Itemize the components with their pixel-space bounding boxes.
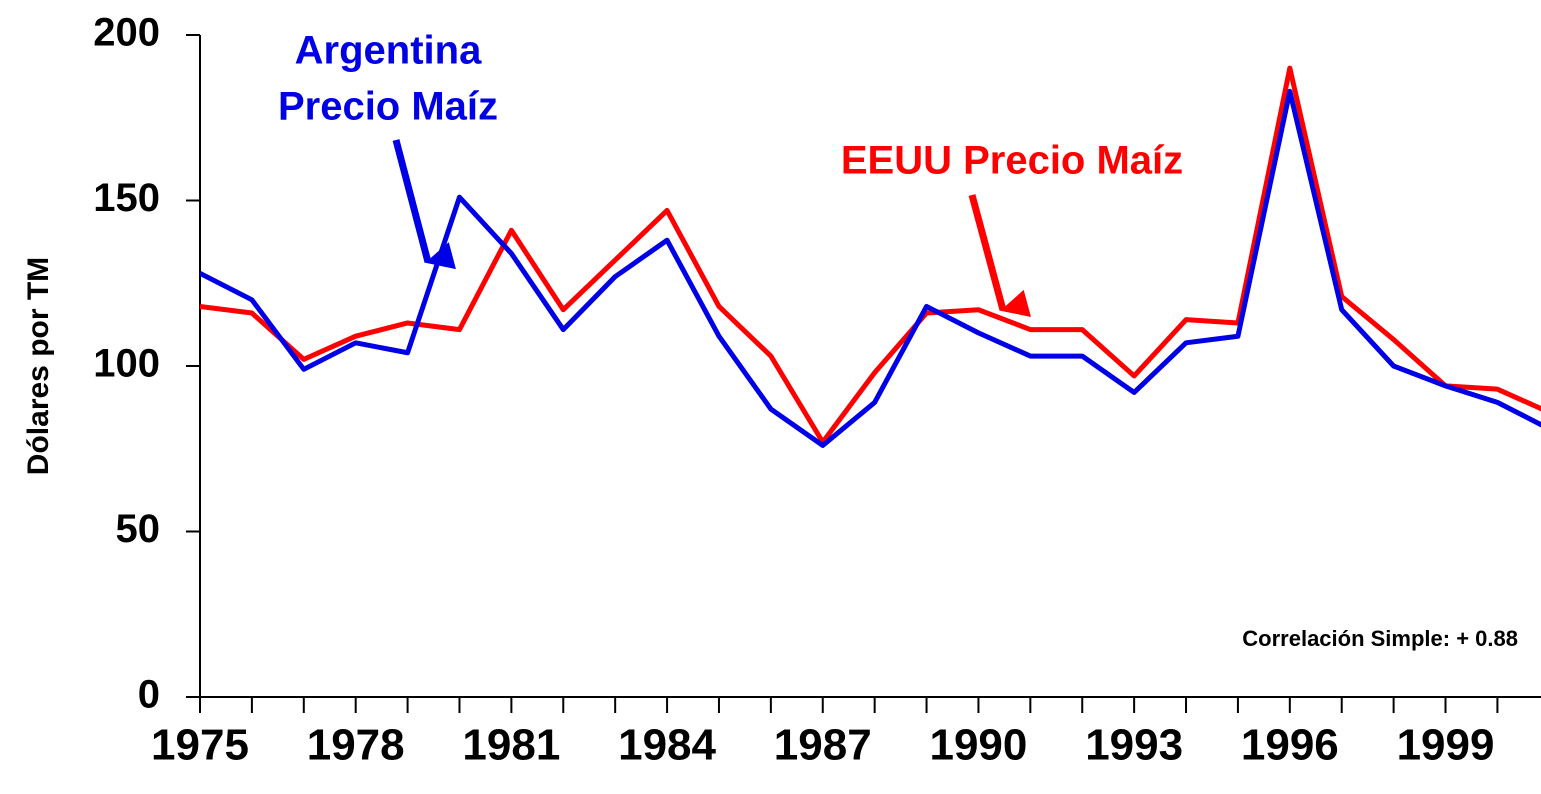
annotation: Correlación Simple: + 0.88 bbox=[1242, 626, 1518, 651]
annotation-arrow bbox=[392, 139, 456, 270]
x-tick-label: 1993 bbox=[1085, 721, 1183, 770]
plot-area bbox=[200, 65, 1541, 448]
x-tick-label: 1981 bbox=[462, 721, 560, 770]
series-line bbox=[200, 88, 1541, 448]
x-tick-label: 1999 bbox=[1397, 721, 1495, 770]
x-tick-label: 1996 bbox=[1241, 721, 1339, 770]
y-tick-label: 150 bbox=[93, 176, 160, 220]
annotation: Precio Maíz bbox=[278, 85, 498, 129]
x-tick-label: 1975 bbox=[151, 721, 249, 770]
y-tick-label: 100 bbox=[93, 342, 160, 386]
y-axis-label: Dólares por TM bbox=[22, 257, 55, 475]
y-tick-label: 200 bbox=[93, 11, 160, 55]
series-line bbox=[200, 65, 1541, 445]
y-tick-label: 50 bbox=[116, 507, 161, 551]
x-tick-label: 1990 bbox=[929, 721, 1027, 770]
annotation: Argentina bbox=[295, 29, 482, 73]
y-tick-label: 0 bbox=[138, 673, 160, 717]
annotation: EEUU Precio Maíz bbox=[841, 139, 1183, 183]
x-tick-label: 1987 bbox=[774, 721, 872, 770]
annotation-arrow bbox=[968, 194, 1031, 317]
x-tick-label: 1984 bbox=[618, 721, 716, 770]
x-tick-label: 1978 bbox=[307, 721, 405, 770]
